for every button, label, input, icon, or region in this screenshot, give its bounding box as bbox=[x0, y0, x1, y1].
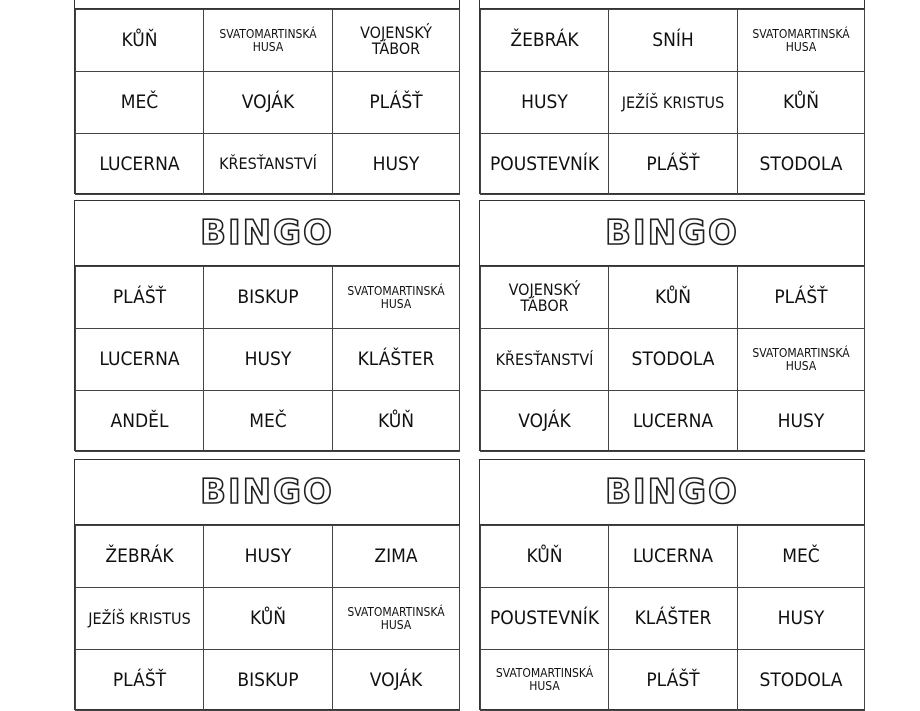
bingo-cell: STODOLA bbox=[608, 328, 738, 391]
bingo-cell: VOJENSKÝ TÁBOR bbox=[480, 266, 609, 329]
bingo-cell: KŮŇ bbox=[608, 266, 738, 329]
bingo-cell: STODOLA bbox=[737, 649, 865, 711]
card-grid: KŮŇ SVATOMARTINSKÁ HUSA VOJENSKÝ TÁBOR MEČ V… bbox=[75, 9, 460, 195]
bingo-cell: HUSY bbox=[737, 390, 865, 452]
bingo-cell: LUCERNA bbox=[608, 390, 738, 452]
bingo-cell: HUSY bbox=[203, 328, 333, 391]
bingo-cell: MEČ bbox=[737, 525, 865, 588]
bingo-cell: SVATOMARTINSKÁ HUSA bbox=[332, 266, 460, 329]
bingo-cell: POUSTEVNÍK bbox=[480, 133, 609, 195]
bingo-cell: VOJENSKÝ TÁBOR bbox=[332, 9, 460, 72]
bingo-cell: SVATOMARTINSKÁ HUSA bbox=[332, 587, 460, 650]
bingo-cell: JEŽÍŠ KRISTUS bbox=[608, 71, 738, 134]
bingo-cell: KŮŇ bbox=[203, 587, 333, 650]
bingo-card: KŮŇ SVATOMARTINSKÁ HUSA VOJENSKÝ TÁBOR MEČ V… bbox=[74, 0, 460, 195]
bingo-cell: STODOLA bbox=[737, 133, 865, 195]
card-title bbox=[75, 0, 459, 9]
bingo-cell: ŽEBRÁK bbox=[480, 9, 609, 72]
bingo-cell: LUCERNA bbox=[608, 525, 738, 588]
card-grid: VOJENSKÝ TÁBOR KŮŇ PLÁŠŤ KŘESŤANSTVÍ STODOLA… bbox=[480, 266, 865, 452]
bingo-card: BINGO PLÁŠŤ BISKUP SVATOMARTINSKÁ HUSA LUCER… bbox=[74, 200, 460, 452]
bingo-cell: HUSY bbox=[737, 587, 865, 650]
card-grid: PLÁŠŤ BISKUP SVATOMARTINSKÁ HUSA LUCERNA HUS… bbox=[75, 266, 460, 452]
bingo-cell: SVATOMARTINSKÁ HUSA bbox=[737, 328, 865, 391]
bingo-card: BINGO ŽEBRÁK HUSY ZIMA JEŽÍŠ KRISTUS KŮŇ SVATO… bbox=[74, 459, 460, 711]
page: KŮŇ SVATOMARTINSKÁ HUSA VOJENSKÝ TÁBOR MEČ V… bbox=[74, 0, 865, 711]
card-grid: ŽEBRÁK HUSY ZIMA JEŽÍŠ KRISTUS KŮŇ SVATOMARTI… bbox=[75, 525, 460, 711]
bingo-cell: SNÍH bbox=[608, 9, 738, 72]
bingo-cell: PLÁŠŤ bbox=[332, 71, 460, 134]
bingo-cell: KŘESŤANSTVÍ bbox=[480, 328, 609, 391]
bingo-cell: KLÁŠTER bbox=[332, 328, 460, 391]
bingo-cell: PLÁŠŤ bbox=[608, 649, 738, 711]
bingo-cell: KLÁŠTER bbox=[608, 587, 738, 650]
bingo-cell: HUSY bbox=[332, 133, 460, 195]
bingo-cell: PLÁŠŤ bbox=[608, 133, 738, 195]
bingo-cell: PLÁŠŤ bbox=[737, 266, 865, 329]
bingo-cell: BISKUP bbox=[203, 266, 333, 329]
bingo-cell: JEŽÍŠ KRISTUS bbox=[75, 587, 204, 650]
card-title: BINGO bbox=[75, 201, 459, 266]
bingo-cell: LUCERNA bbox=[75, 328, 204, 391]
bingo-cell: VOJÁK bbox=[332, 649, 460, 711]
bingo-cell: ANDĚL bbox=[75, 390, 204, 452]
bingo-cell: ZIMA bbox=[332, 525, 460, 588]
bingo-cell: SVATOMARTINSKÁ HUSA bbox=[737, 9, 865, 72]
bingo-cell: PLÁŠŤ bbox=[75, 649, 204, 711]
bingo-cell: VOJÁK bbox=[480, 390, 609, 452]
card-title: BINGO bbox=[480, 201, 864, 266]
bingo-cell: HUSY bbox=[203, 525, 333, 588]
bingo-cell: KŮŇ bbox=[737, 71, 865, 134]
bingo-cell: SVATOMARTINSKÁ HUSA bbox=[480, 649, 609, 711]
bingo-cell: KŮŇ bbox=[75, 9, 204, 72]
card-grid: KŮŇ LUCERNA MEČ POUSTEVNÍK KLÁŠTER HUSY SVATOM… bbox=[480, 525, 865, 711]
card-title: BINGO bbox=[75, 460, 459, 525]
card-grid: ŽEBRÁK SNÍH SVATOMARTINSKÁ HUSA HUSY JEŽÍŠ K… bbox=[480, 9, 865, 195]
card-title: BINGO bbox=[480, 460, 864, 525]
card-title bbox=[480, 0, 864, 9]
bingo-cell: MEČ bbox=[203, 390, 333, 452]
bingo-cell: LUCERNA bbox=[75, 133, 204, 195]
bingo-cell: BISKUP bbox=[203, 649, 333, 711]
bingo-card: ŽEBRÁK SNÍH SVATOMARTINSKÁ HUSA HUSY JEŽÍŠ K… bbox=[479, 0, 865, 195]
bingo-cell: KŮŇ bbox=[332, 390, 460, 452]
bingo-cell: KŘESŤANSTVÍ bbox=[203, 133, 333, 195]
bingo-cell: VOJÁK bbox=[203, 71, 333, 134]
bingo-cell: KŮŇ bbox=[480, 525, 609, 588]
bingo-cell: MEČ bbox=[75, 71, 204, 134]
bingo-cell: ŽEBRÁK bbox=[75, 525, 204, 588]
bingo-card: BINGO KŮŇ LUCERNA MEČ POUSTEVNÍK KLÁŠTER HUSY S… bbox=[479, 459, 865, 711]
bingo-card: BINGO VOJENSKÝ TÁBOR KŮŇ PLÁŠŤ KŘESŤANSTVÍ ST… bbox=[479, 200, 865, 452]
bingo-cell: HUSY bbox=[480, 71, 609, 134]
bingo-cell: POUSTEVNÍK bbox=[480, 587, 609, 650]
bingo-cell: SVATOMARTINSKÁ HUSA bbox=[203, 9, 333, 72]
bingo-cell: PLÁŠŤ bbox=[75, 266, 204, 329]
